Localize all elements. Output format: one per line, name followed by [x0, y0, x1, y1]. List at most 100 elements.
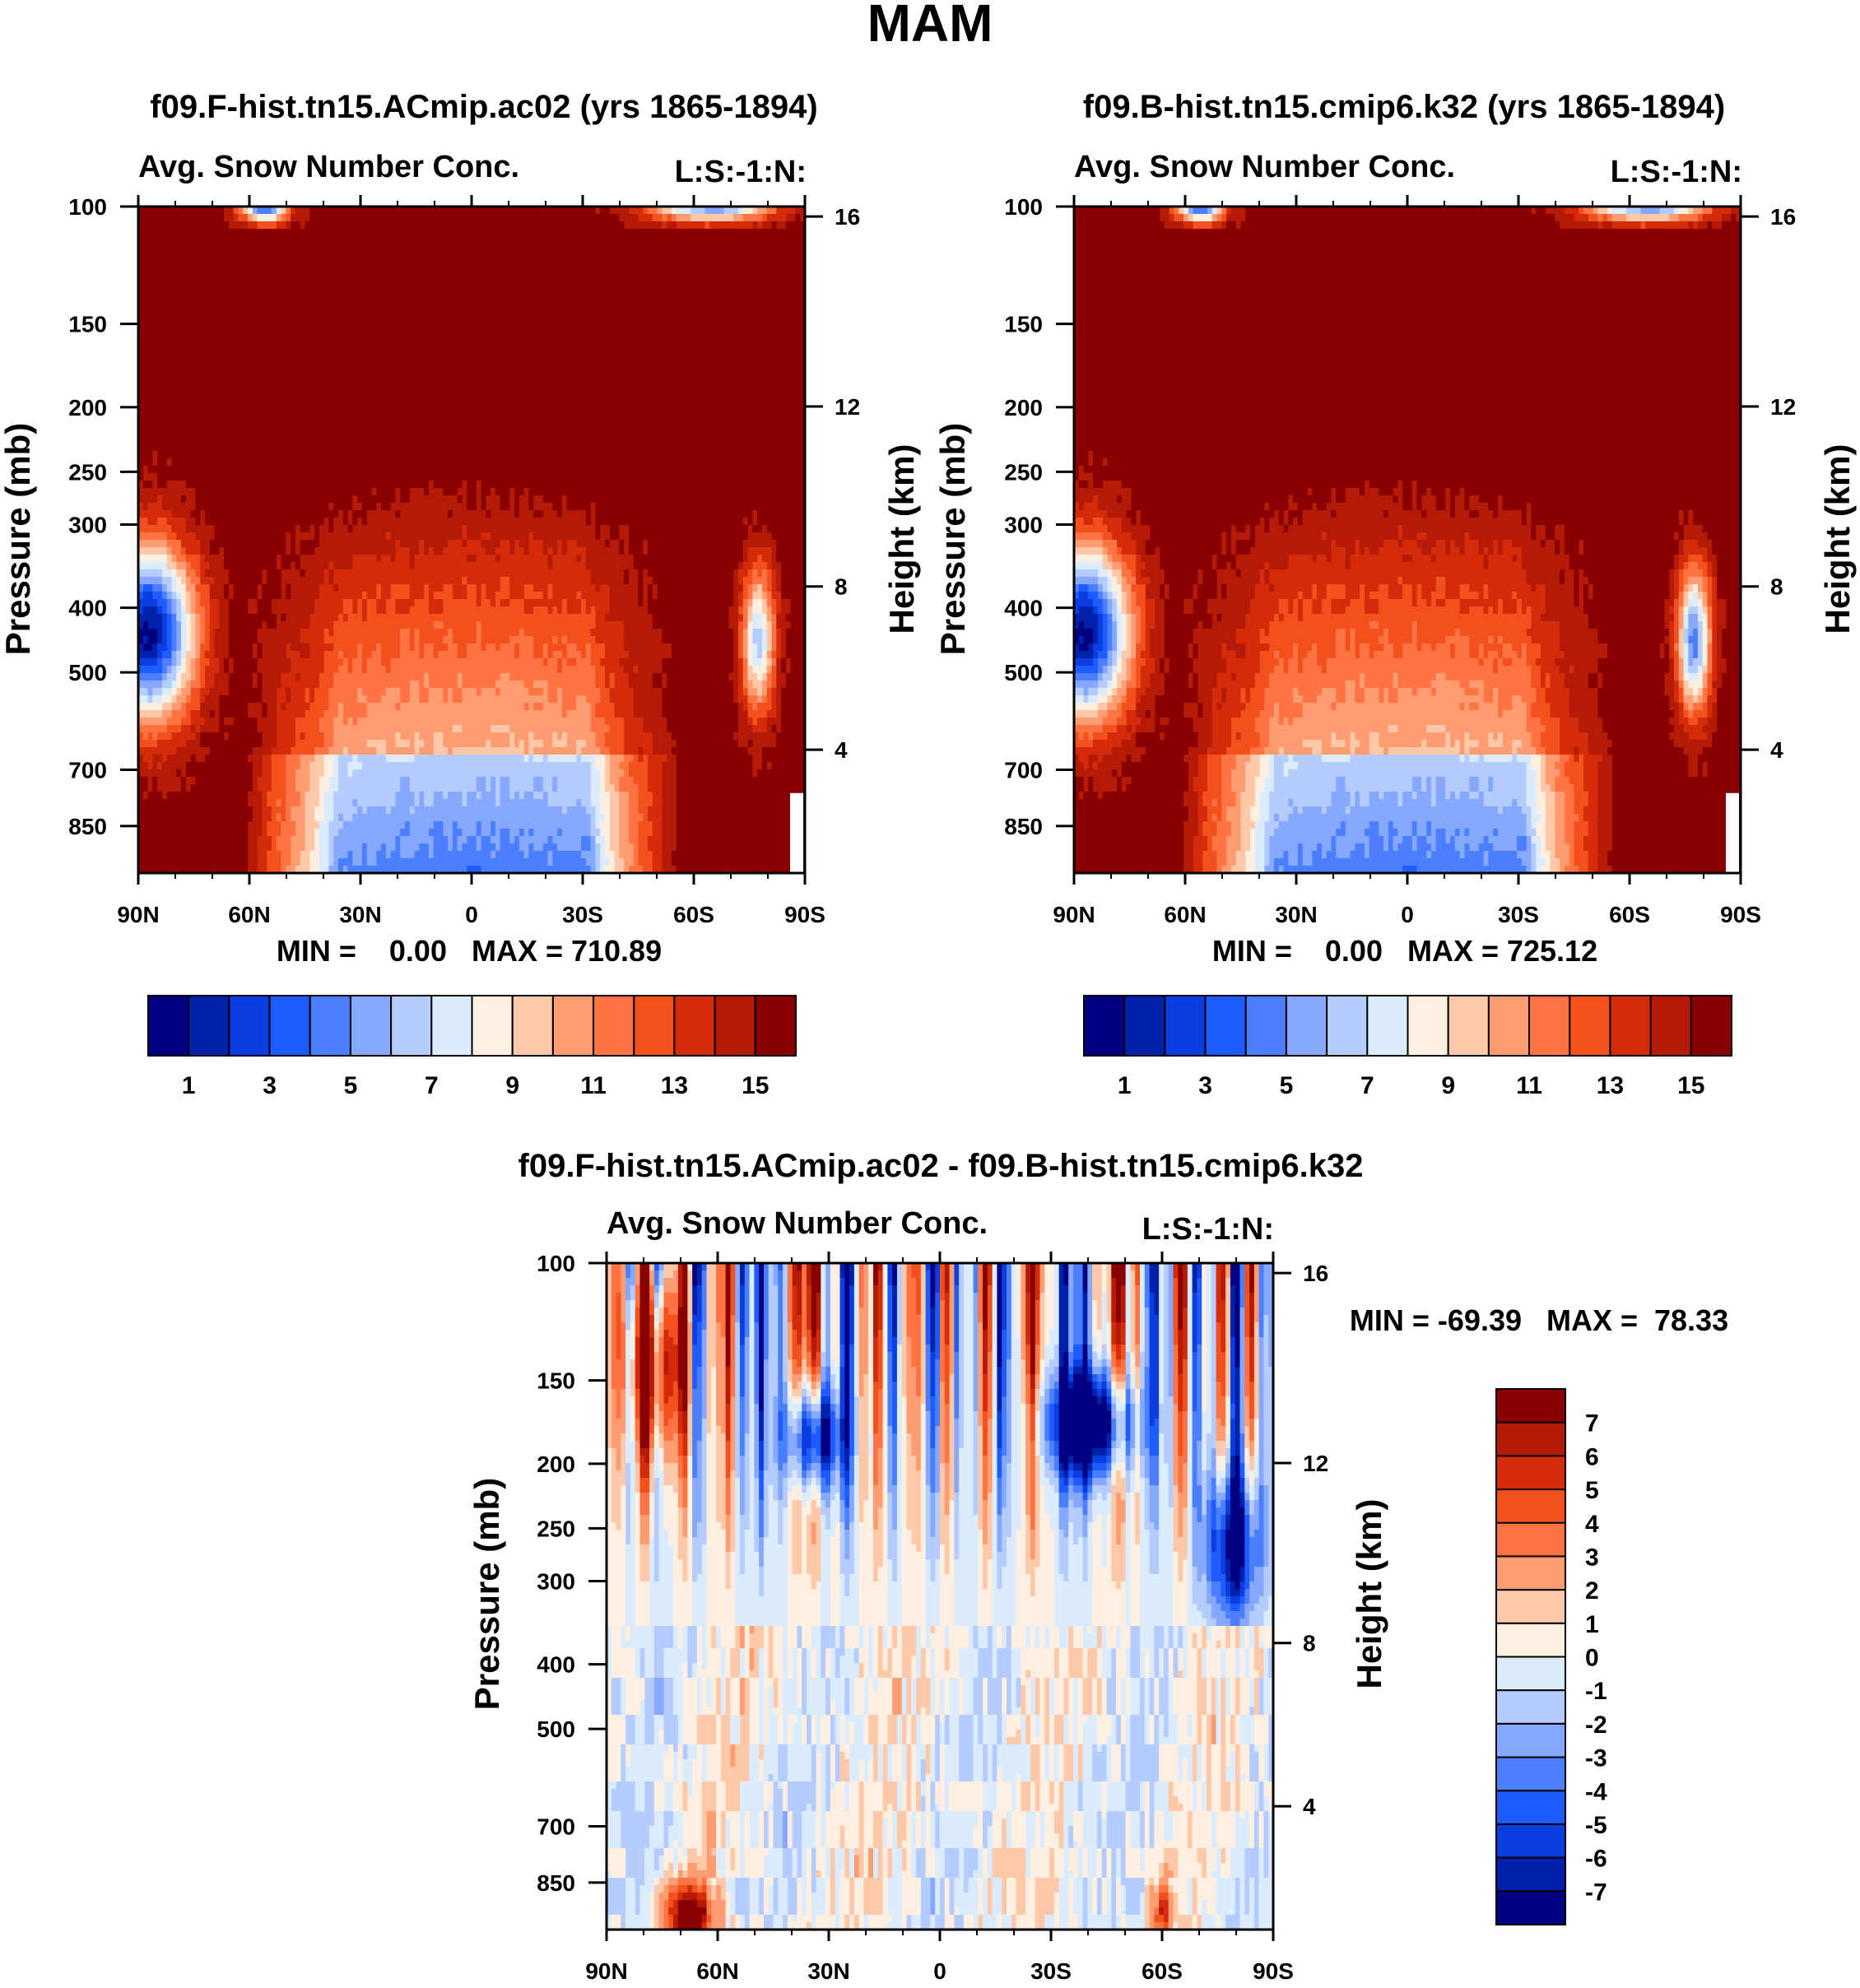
heatmap-cell: [481, 244, 486, 252]
heatmap-cell: [591, 244, 596, 252]
heatmap-cell: [795, 221, 800, 230]
heatmap-cell: [728, 236, 733, 244]
heatmap-cell: [562, 229, 567, 237]
heatmap-cell: [195, 236, 200, 244]
heatmap-cell: [543, 244, 548, 252]
heatmap-cell: [338, 229, 343, 237]
heatmap-cell: [695, 244, 700, 252]
heatmap-cell: [667, 244, 672, 252]
heatmap-cell: [343, 236, 348, 244]
heatmap-cell: [376, 214, 381, 222]
heatmap-cell: [157, 214, 162, 222]
heatmap-cell: [481, 214, 486, 222]
heatmap-cell: [291, 244, 295, 252]
heatmap-cell: [262, 236, 267, 244]
heatmap-cell: [439, 221, 444, 230]
heatmap-cell: [181, 236, 186, 244]
heatmap-cell: [281, 214, 286, 222]
heatmap-cell: [519, 229, 524, 237]
heatmap-cell: [486, 214, 491, 222]
heatmap-cell: [677, 244, 681, 252]
heatmap-cell: [752, 244, 757, 252]
heatmap-cell: [286, 229, 291, 237]
heatmap-cell: [709, 229, 714, 237]
figure-title: MAM: [867, 0, 993, 53]
plot-area: 90N 60N 30N 0 30S 60S 90S100150200250300400500…: [68, 194, 860, 927]
heatmap-cell: [681, 236, 686, 244]
heatmap-cell: [615, 214, 620, 222]
heatmap-cell: [367, 244, 372, 252]
heatmap-cell: [462, 221, 467, 230]
heatmap-cell: [381, 251, 386, 259]
heatmap-cell: [338, 221, 343, 230]
heatmap-cell: [643, 236, 648, 244]
heatmap-cell: [286, 244, 291, 252]
heatmap-cell: [405, 236, 410, 244]
heatmap-cell: [648, 244, 653, 252]
heatmap-cell: [295, 236, 300, 244]
heatmap-cell: [143, 251, 148, 259]
heatmap-cell: [595, 229, 600, 237]
heatmap-cell: [552, 236, 557, 244]
heatmap-cell: [234, 221, 239, 230]
heatmap-cell: [458, 229, 463, 237]
heatmap-cell: [258, 214, 263, 222]
heatmap-cell: [191, 221, 196, 230]
heatmap-cell: [405, 229, 410, 237]
heatmap-cell: [448, 229, 453, 237]
panel-subtitle-left: Avg. Snow Number Conc.: [138, 150, 519, 184]
heatmap-cell: [314, 236, 319, 244]
heatmap-cell: [348, 251, 353, 259]
heatmap-cell: [557, 214, 562, 222]
heatmap-cell: [514, 236, 519, 244]
heatmap-cell: [410, 244, 415, 252]
heatmap-cell: [186, 221, 191, 230]
heatmap-cell: [243, 229, 248, 237]
heatmap-cell: [281, 236, 286, 244]
heatmap-cell: [648, 229, 653, 237]
heatmap-cell: [424, 229, 429, 237]
heatmap-cell: [338, 236, 343, 244]
heatmap-cell: [215, 244, 220, 252]
heatmap-cell: [443, 236, 448, 244]
heatmap-cell: [538, 221, 543, 230]
heatmap-cell: [557, 236, 562, 244]
heatmap-cell: [319, 244, 324, 252]
heatmap-cell: [400, 229, 405, 237]
figure: MAM f09.F-hist.tn15.ACmip.ac02 (yrs 1865…: [0, 0, 1860, 1988]
heatmap-cell: [576, 214, 581, 222]
heatmap-cell: [752, 221, 757, 230]
heatmap-cell: [472, 214, 477, 222]
heatmap-cell: [653, 214, 658, 222]
heatmap-cell: [352, 221, 357, 230]
heatmap-cell: [429, 236, 434, 244]
heatmap-cell: [424, 244, 429, 252]
heatmap-cell: [629, 236, 634, 244]
heatmap-cell: [314, 251, 319, 259]
heatmap-cell: [509, 244, 514, 252]
heatmap-cell: [462, 236, 467, 244]
heatmap-cell: [181, 229, 186, 237]
heatmap-cell: [619, 244, 624, 252]
heatmap-cell: [567, 221, 572, 230]
heatmap-cell: [500, 221, 505, 230]
heatmap-cell: [148, 251, 153, 259]
heatmap-cell: [700, 221, 705, 230]
heatmap-cell: [172, 236, 177, 244]
heatmap-cell: [595, 221, 600, 230]
heatmap-cell: [472, 244, 477, 252]
heatmap-cell: [762, 221, 767, 230]
heatmap-cell: [576, 244, 581, 252]
heatmap-cell: [700, 236, 705, 244]
heatmap-cell: [224, 251, 229, 259]
heatmap-cell: [562, 236, 567, 244]
heatmap-cell: [181, 214, 186, 222]
heatmap-cell: [681, 214, 686, 222]
heatmap-cell: [662, 244, 667, 252]
heatmap-cell: [514, 229, 519, 237]
heatmap-cell: [267, 221, 272, 230]
heatmap-cell: [610, 236, 615, 244]
heatmap-cell: [719, 221, 724, 230]
heatmap-cell: [176, 214, 181, 222]
heatmap-cell: [509, 236, 514, 244]
